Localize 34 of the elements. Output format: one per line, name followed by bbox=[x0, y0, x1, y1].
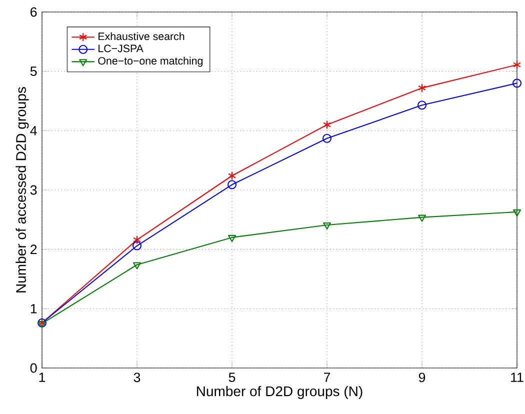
x-tick-label: 3 bbox=[134, 372, 140, 382]
point bbox=[132, 241, 142, 250]
x-tick-label: 9 bbox=[418, 372, 426, 382]
point bbox=[513, 60, 521, 70]
point bbox=[512, 78, 522, 88]
legend-label: Exhaustive search bbox=[98, 32, 184, 40]
point bbox=[322, 134, 332, 143]
point bbox=[418, 214, 426, 222]
point bbox=[228, 171, 236, 180]
legend-label: One−to−one matching bbox=[98, 56, 203, 67]
y-axis-title: Number of accessed D2D groups bbox=[16, 87, 29, 292]
legend-label: LC−JSPA bbox=[98, 44, 144, 52]
y-tick-label: 3 bbox=[30, 185, 37, 195]
point bbox=[227, 180, 237, 190]
point bbox=[323, 222, 331, 230]
x-tick-label: 11 bbox=[511, 372, 524, 382]
y-tick-label: 4 bbox=[30, 126, 37, 136]
point bbox=[133, 235, 142, 244]
point bbox=[133, 262, 142, 270]
point bbox=[417, 100, 427, 110]
x-tick-label: 5 bbox=[228, 372, 236, 382]
y-tick-label: 5 bbox=[30, 66, 37, 76]
x-axis-title: Number of D2D groups (N) bbox=[197, 386, 362, 400]
point bbox=[513, 209, 521, 216]
point bbox=[38, 320, 46, 328]
point bbox=[418, 83, 426, 92]
x-tick-label: 7 bbox=[324, 372, 330, 382]
y-tick-label: 6 bbox=[30, 7, 37, 17]
y-tick-label: 0 bbox=[30, 363, 37, 373]
point bbox=[323, 120, 331, 130]
y-tick-label: 1 bbox=[30, 304, 37, 314]
x-tick-label: 1 bbox=[39, 372, 46, 382]
point bbox=[228, 234, 236, 242]
y-tick-label: 2 bbox=[30, 244, 37, 254]
